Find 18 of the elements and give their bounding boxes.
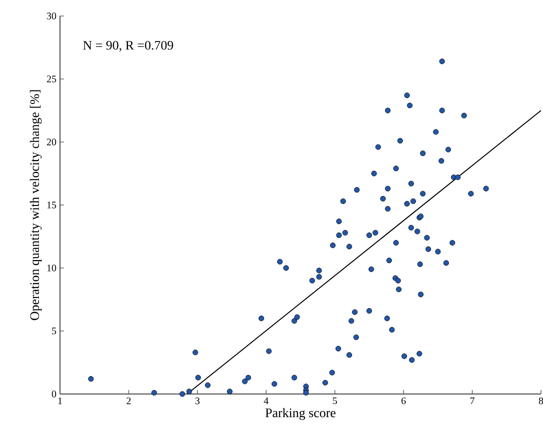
x-tick-label: 1 <box>58 398 62 404</box>
y-tick-label: 0 <box>52 390 56 398</box>
x-axis-title: Parking score <box>265 408 336 420</box>
annotation: N = 90, R =0.709 <box>83 40 174 52</box>
x-tick-label: 4 <box>264 398 268 404</box>
y-tick-label: 20 <box>46 138 56 146</box>
x-tick-label: 7 <box>470 398 474 404</box>
y-axis-title: Operation quantity with velocity change [%] <box>30 90 42 320</box>
y-tick-label: 10 <box>47 264 56 272</box>
y-tick-label: 15 <box>47 202 56 208</box>
y-tick-label: 25 <box>46 76 56 82</box>
x-tick-label: 3 <box>195 398 200 404</box>
x-tick-label: 2 <box>126 398 131 404</box>
x-tick-label: 5 <box>332 398 337 404</box>
x-tick-label: 6 <box>402 398 406 404</box>
x-tick-label: 8 <box>538 398 543 404</box>
y-tick-label: 5 <box>52 328 56 334</box>
y-tick-label: 30 <box>47 12 56 20</box>
